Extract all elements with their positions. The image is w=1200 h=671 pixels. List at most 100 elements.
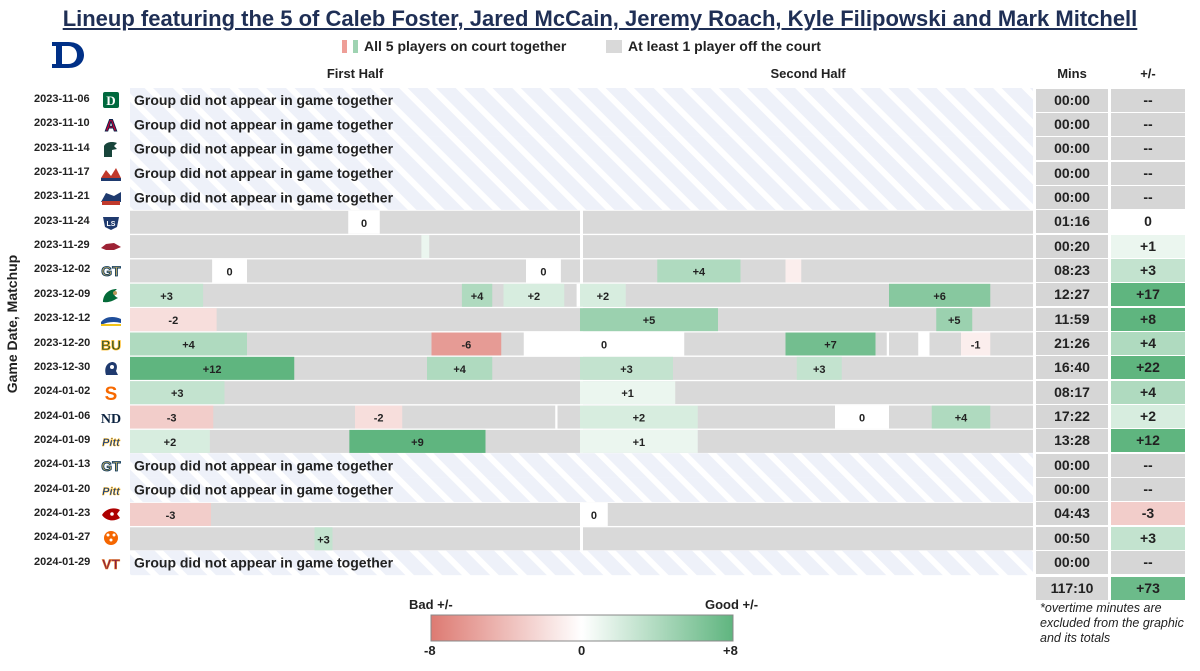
plusminus-cell: -- (1111, 453, 1185, 477)
game-date-label: 2024-01-09 (34, 433, 91, 446)
charlotte-logo-icon (103, 288, 118, 302)
on-court-stint (961, 332, 991, 356)
georgia-tech-logo-icon: GT (101, 458, 122, 474)
on-court-stint (130, 332, 247, 356)
svg-text:Pitt: Pitt (102, 486, 121, 498)
no-appearance-text: Group did not appear in game together (134, 457, 394, 473)
game-date-label: 2023-12-20 (34, 336, 91, 349)
louisville-logo-icon (102, 508, 120, 521)
first-half-off-court-bar (130, 235, 580, 259)
on-court-stint (580, 405, 698, 429)
stint-plusminus-label: 0 (361, 218, 367, 230)
plusminus-cell: +12 (1111, 429, 1185, 453)
virginia-tech-logo-icon: VT (102, 555, 121, 572)
on-court-stint (918, 332, 930, 356)
pitt-logo-icon: Pitt (102, 437, 122, 450)
stint-plusminus-label: +9 (411, 437, 424, 449)
game-date-label: 2024-01-20 (34, 482, 91, 495)
stint-plusminus-label: -6 (461, 340, 471, 352)
stint-plusminus-label: +3 (171, 388, 184, 400)
mins-cell: 12:27 (1036, 283, 1108, 307)
colorbar (430, 614, 734, 642)
stint-plusminus-label: +2 (164, 437, 177, 449)
no-appearance-band (130, 161, 1033, 186)
colorbar-mid-tick: 0 (578, 643, 586, 658)
game-date-label: 2023-11-14 (34, 141, 90, 154)
svg-text:VT: VT (102, 556, 120, 572)
game-date-label: 2023-11-06 (34, 93, 90, 105)
on-court-stint (796, 356, 842, 380)
bellarmine-logo-icon (101, 168, 121, 182)
on-court-stint (835, 405, 889, 429)
on-court-stint (130, 429, 210, 453)
on-court-stint (348, 210, 380, 234)
on-court-stint (461, 283, 493, 307)
game-date-label: 2023-12-12 (34, 312, 91, 325)
game-date-label: 2023-11-17 (34, 166, 90, 179)
stint-plusminus-label: +5 (643, 315, 656, 327)
plusminus-header: +/- (1140, 66, 1156, 81)
plusminus-cell: 0 (1111, 210, 1185, 234)
on-court-stint (886, 332, 889, 356)
on-court-stint (580, 356, 673, 380)
game-date-label: 2024-01-02 (34, 385, 91, 398)
on-court-stint (355, 405, 403, 429)
stint-plusminus-label: +3 (160, 291, 173, 303)
svg-text:D: D (106, 93, 115, 108)
on-court-stint (931, 405, 991, 429)
game-date-label: 2024-01-13 (34, 458, 91, 471)
on-court-stint (580, 429, 698, 453)
mins-cell: 00:00 (1036, 88, 1108, 112)
total-plusminus: +73 (1111, 577, 1185, 600)
stint-plusminus-label: +4 (182, 340, 195, 352)
mins-cell: 11:59 (1036, 307, 1108, 331)
plusminus-cell: +4 (1111, 332, 1185, 355)
stint-plusminus-label: +2 (528, 291, 541, 303)
second-half-off-court-bar (583, 502, 1033, 526)
plusminus-cell: +3 (1111, 526, 1185, 550)
stint-plusminus-label: +2 (597, 291, 610, 303)
mins-cell: 04:43 (1036, 502, 1108, 526)
mins-cell: 00:20 (1036, 234, 1108, 258)
svg-text:GT: GT (101, 263, 121, 279)
svg-text:A: A (105, 116, 117, 133)
svg-text:GT: GT (101, 458, 121, 474)
no-appearance-text: Group did not appear in game together (134, 116, 394, 132)
stint-plusminus-label: +6 (933, 291, 946, 303)
on-court-stint (431, 332, 502, 356)
plusminus-cell: -- (1111, 161, 1185, 185)
stint-plusminus-label: -3 (167, 413, 177, 425)
stint-plusminus-label: -2 (374, 413, 384, 425)
arizona-logo-icon: A (104, 116, 117, 134)
game-date-label: 2024-01-23 (34, 506, 91, 519)
no-appearance-text: Group did not appear in game together (134, 189, 394, 205)
on-court-stint (555, 405, 558, 429)
plusminus-cell: +8 (1111, 307, 1185, 331)
second-half-header: Second Half (770, 66, 846, 81)
on-court-stint (580, 308, 718, 332)
stint-plusminus-label: -2 (168, 315, 178, 327)
on-court-stint (503, 283, 565, 307)
plusminus-cell: -- (1111, 185, 1185, 209)
colorbar-good-label: Good +/- (705, 597, 759, 612)
first-half-off-court-bar (130, 381, 580, 405)
total-mins: 117:10 (1036, 577, 1108, 600)
on-court-stint (657, 259, 741, 283)
stint-plusminus-label: +4 (471, 291, 484, 303)
no-appearance-text: Group did not appear in game together (134, 141, 394, 157)
on-court-stint (421, 235, 430, 259)
mins-header: Mins (1057, 66, 1087, 81)
on-court-stint (785, 332, 876, 356)
first-half-off-court-bar (130, 259, 580, 283)
on-court-stint (785, 259, 802, 283)
plusminus-cell: -- (1111, 112, 1185, 136)
stint-plusminus-label: 0 (601, 340, 607, 352)
syracuse-logo-icon: S (105, 384, 118, 401)
svg-text:ND: ND (101, 412, 121, 426)
stint-plusminus-label: 0 (859, 413, 865, 425)
plusminus-cell: +17 (1111, 283, 1185, 307)
second-half-off-court-bar (583, 210, 1033, 234)
first-half-off-court-bar (130, 308, 580, 332)
chart-title: Lineup featuring the 5 of Caleb Foster, … (62, 6, 1138, 31)
